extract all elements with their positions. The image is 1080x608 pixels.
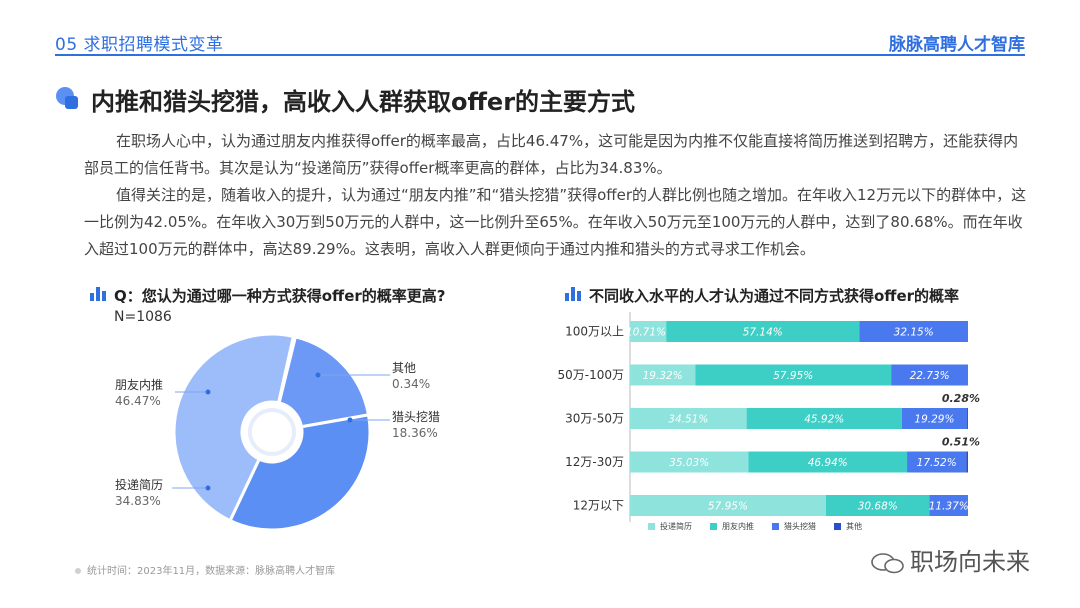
bar-value-label: 32.15% <box>894 327 934 339</box>
pie-label-value: 18.36% <box>392 426 438 440</box>
pie-slice-referral <box>172 335 296 523</box>
pie-label-name: 投递简历 <box>115 478 164 492</box>
leader-headhunter-dot <box>347 417 353 423</box>
pie-label-name: 猎头挖猎 <box>392 410 441 424</box>
bar-value-label: 19.29% <box>914 414 954 426</box>
wechat-icon <box>871 553 904 574</box>
bar-value-label: 19.32% <box>643 370 683 382</box>
bar-segment-resume <box>630 495 826 516</box>
category-label: 30万-50万 <box>565 412 624 426</box>
pie-label-headhunter: 猎头挖猎 18.36% <box>392 409 440 441</box>
header-divider <box>55 54 1025 56</box>
pie-slice-headhunter <box>277 335 371 429</box>
pie-label-referral: 朋友内推 46.47% <box>115 377 163 409</box>
bar-segment-other <box>966 451 968 473</box>
watermark-text: 职场向未来 <box>910 548 1030 576</box>
legend-label: 投递简历 <box>660 521 692 531</box>
bar-segment-resume <box>630 451 749 473</box>
category-label: 100万以上 <box>565 325 624 339</box>
bar-segment-headhunter <box>859 321 968 342</box>
leader-other-dot <box>315 372 321 378</box>
bar-segment-resume <box>630 364 696 386</box>
category-label: 12万以下 <box>573 499 624 513</box>
bar-value-label: 57.14% <box>743 327 783 339</box>
bar-segment-headhunter <box>891 364 968 386</box>
bar-value-label: 0.51% <box>942 436 980 449</box>
category-label: 50万-100万 <box>557 368 624 382</box>
paragraph-2: 值得关注的是，随着收入的提升，认为通过“朋友内推”和“猎头挖猎”获得offer的… <box>84 186 1027 258</box>
pie-label-value: 46.47% <box>115 394 161 408</box>
bar-segment-referral <box>746 408 902 429</box>
pie-slice-resume <box>228 413 372 532</box>
brand-name: 脉脉高聘人才智库 <box>889 35 1025 55</box>
bar-value-label: 0.28% <box>942 392 980 405</box>
title-bullet-icon <box>56 87 78 109</box>
pie-title: Q：您认为通过哪一种方式获得offer的概率更高? <box>114 287 446 305</box>
bar-segment-headhunter <box>907 451 967 473</box>
bar-segment-referral <box>748 451 908 473</box>
legend-swatch-headhunter <box>772 523 779 530</box>
leader-resume-dot <box>205 485 211 491</box>
bar-value-label: 22.73% <box>910 370 950 382</box>
bar-chart-icon <box>90 287 108 301</box>
bar-value-label: 11.37% <box>929 501 969 513</box>
bar-segment-resume <box>630 321 667 342</box>
pie-label-value: 0.34% <box>392 377 431 391</box>
bar-segment-headhunter <box>901 408 968 429</box>
pie-label-value: 34.83% <box>115 494 161 508</box>
legend-swatch-other <box>834 523 841 530</box>
bar-value-label: 30.68% <box>858 501 898 513</box>
header-bar: 05 求职招聘模式变革 脉脉高聘人才智库 <box>55 26 1025 56</box>
pie-label-other: 其他 0.34% <box>392 360 430 392</box>
bar-segment-referral <box>695 364 892 386</box>
legend-label: 其他 <box>846 521 862 531</box>
bar-value-label: 17.52% <box>917 457 957 469</box>
bar-segment-other <box>967 408 968 429</box>
donut-hole <box>244 404 300 460</box>
bar-value-label: 45.92% <box>804 414 844 426</box>
body-text: 在职场人心中，认为通过朋友内推获得offer的概率最高，占比46.47%，这可能… <box>84 128 1028 263</box>
watermark: 职场向未来 <box>870 542 1030 577</box>
leader-referral-dot <box>205 389 211 395</box>
pie-label-resume: 投递简历 34.83% <box>115 477 163 509</box>
bar-segment-referral <box>825 495 930 516</box>
footnote: 统计时间：2023年11月，数据来源：脉脉高聘人才智库 <box>75 562 335 577</box>
legend-label: 朋友内推 <box>722 521 754 531</box>
bar-value-label: 35.03% <box>669 457 709 469</box>
stacked-bar-chart: 100万以上 10.71% 57.14% 32.15% 50万-100万 19.32% 57… <box>557 312 980 531</box>
bar-value-label: 46.94% <box>808 457 848 469</box>
bar-segment-resume <box>630 408 747 429</box>
section-label: 05 求职招聘模式变革 <box>55 35 224 55</box>
page-title: 内推和猎头挖猎，高收入人群获取offer的主要方式 <box>91 88 636 116</box>
category-label: 12万-30万 <box>565 455 624 469</box>
donut-hole-ring <box>248 408 296 456</box>
legend-label: 猎头挖猎 <box>784 521 816 531</box>
bar-value-label: 57.95% <box>773 370 813 382</box>
donut-chart <box>172 335 390 532</box>
bar-segment-headhunter <box>929 495 968 516</box>
bar-chart-title: 不同收入水平的人才认为通过不同方式获得offer的概率 <box>589 287 960 305</box>
bar-value-label: 34.51% <box>668 414 708 426</box>
footnote-text: 统计时间：2023年11月，数据来源：脉脉高聘人才智库 <box>87 566 336 577</box>
legend-swatch-referral <box>710 523 717 530</box>
pie-label-name: 其他 <box>392 361 417 375</box>
pie-label-name: 朋友内推 <box>115 378 164 392</box>
paragraph-1: 在职场人心中，认为通过朋友内推获得offer的概率最高，占比46.47%，这可能… <box>84 132 1019 177</box>
legend-swatch-resume <box>648 523 655 530</box>
footnote-dot <box>75 568 81 574</box>
pie-sample-size: N=1086 <box>114 309 172 325</box>
bar-value-label: 57.95% <box>708 501 748 513</box>
bar-value-label: 10.71% <box>626 327 666 339</box>
bar-chart-icon <box>565 287 583 301</box>
bar-segment-referral <box>666 321 860 342</box>
